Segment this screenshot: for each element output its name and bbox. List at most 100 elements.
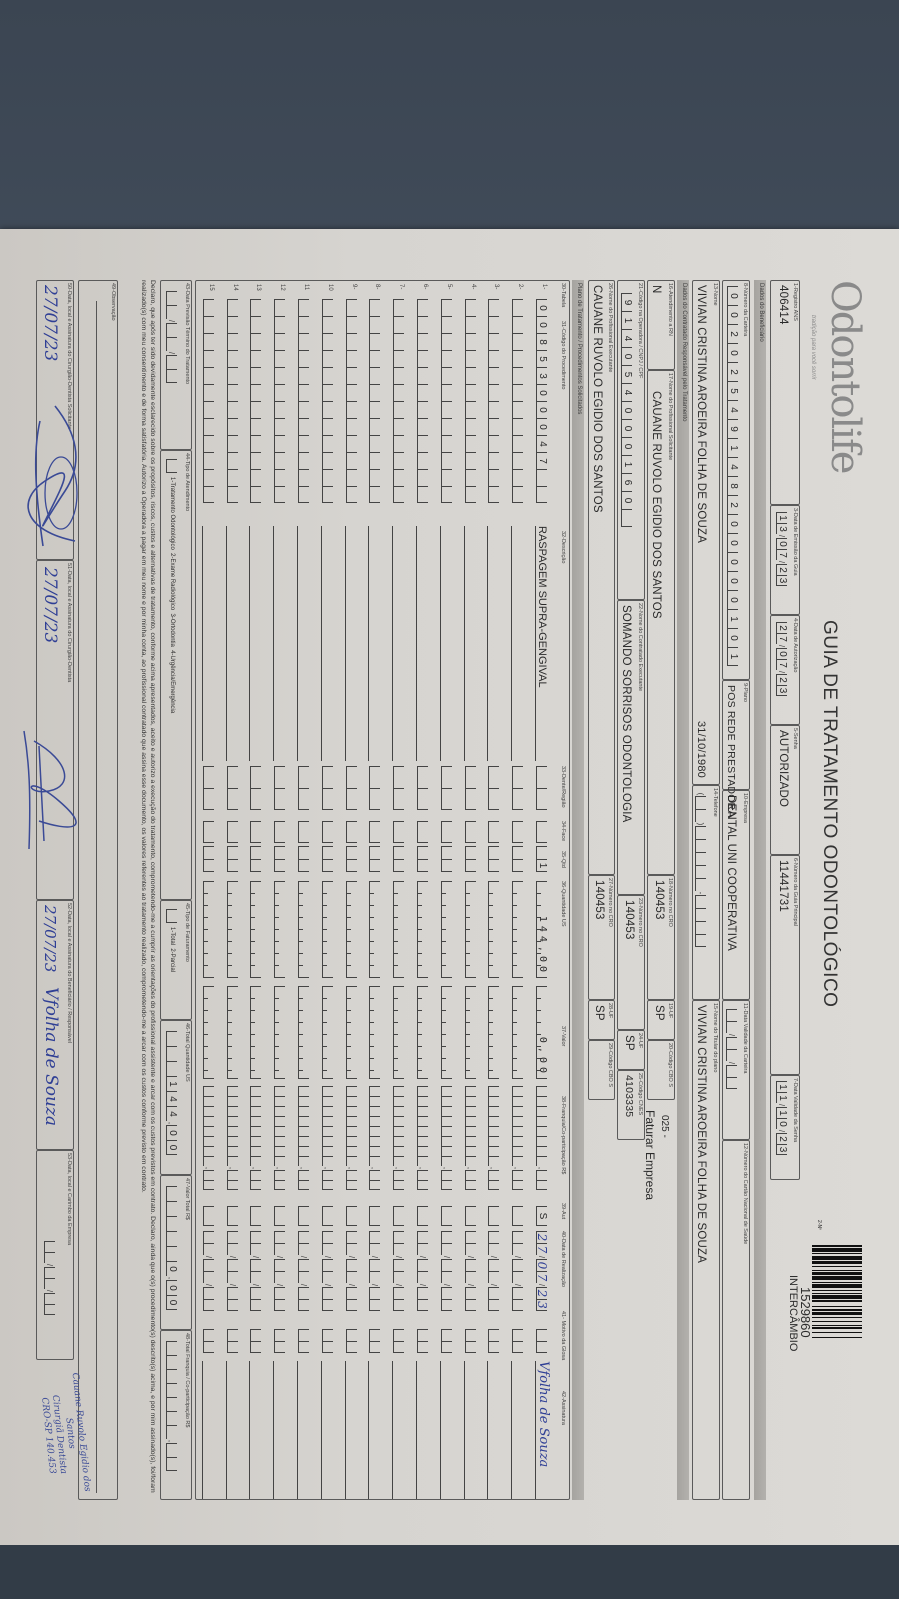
- copay-cells[interactable]: ,: [298, 1086, 309, 1190]
- face-cells[interactable]: [393, 821, 405, 843]
- quantity-cells[interactable]: [369, 846, 381, 872]
- us-quantity-field[interactable]: [393, 881, 405, 978]
- value-field[interactable]: [345, 986, 357, 1079]
- procedure-code-cells[interactable]: [226, 299, 238, 503]
- signature-beneficiario[interactable]: 52-Data, local e Assinatura do Beneficiá…: [36, 900, 74, 1150]
- tooth-region-cells[interactable]: [512, 766, 524, 810]
- row-signature[interactable]: Vfolha de Souza: [535, 1361, 551, 1499]
- authorization-cells[interactable]: [321, 1206, 333, 1226]
- us-quantity-field[interactable]: [250, 881, 262, 978]
- row-signature[interactable]: [249, 1361, 266, 1499]
- procedure-description[interactable]: [416, 526, 428, 761]
- realization-date-cells[interactable]: / /: [298, 1231, 309, 1311]
- procedure-description[interactable]: RASPAGEM SUPRA-GENGIVAL: [535, 526, 548, 761]
- tooth-region-cells[interactable]: [488, 766, 500, 810]
- procedure-code-cells[interactable]: [321, 299, 333, 503]
- us-quantity-field[interactable]: [202, 881, 214, 978]
- field-cro-contratado[interactable]: 23-Número no CRO 140453: [617, 895, 645, 1030]
- procedure-code-cells[interactable]: [274, 299, 286, 503]
- copay-cells[interactable]: ,: [202, 1086, 214, 1190]
- procedure-description[interactable]: [463, 526, 476, 761]
- tooth-region-cells[interactable]: [250, 766, 262, 810]
- field-plano[interactable]: 9-Plano POS REDE PRESTADORA: [722, 680, 750, 818]
- row-signature[interactable]: [463, 1361, 480, 1499]
- quantity-cells[interactable]: [321, 846, 333, 872]
- field-total-franquia[interactable]: 48-Total Franquia / Co-participação R$ ,: [160, 1330, 192, 1500]
- row-signature[interactable]: [416, 1361, 432, 1499]
- field-uf-contratado[interactable]: 24-UF SP: [617, 1030, 645, 1070]
- quantity-cells[interactable]: [202, 846, 214, 872]
- copay-cells[interactable]: ,: [512, 1086, 524, 1190]
- procedure-description[interactable]: [511, 526, 524, 761]
- row-signature[interactable]: [487, 1361, 504, 1499]
- field-uf-solicitante[interactable]: 19-UF SP: [647, 1000, 675, 1040]
- glosa-cells[interactable]: [488, 1329, 500, 1353]
- value-field[interactable]: [202, 986, 214, 1079]
- field-data-autorizacao[interactable]: 4-Data de Autorização 2 7/0 7/2 3: [770, 615, 800, 725]
- procedure-code-cells[interactable]: [345, 299, 357, 503]
- procedure-description[interactable]: [273, 526, 286, 761]
- field-empresa[interactable]: 10-Empresa DENTAL UNI COOPERATIVA: [722, 790, 750, 1000]
- field-cnes[interactable]: 25-Código CNES 4103335: [617, 1070, 645, 1140]
- tooth-region-cells[interactable]: [321, 766, 333, 810]
- value-field[interactable]: [298, 986, 309, 1079]
- field-tipo-faturamento[interactable]: 45-Tipo de Faturamento 1-Total 2-Parcial: [160, 900, 192, 1020]
- value-field[interactable]: [321, 986, 333, 1079]
- realization-date-cells[interactable]: / /: [464, 1231, 476, 1311]
- copay-cells[interactable]: ,: [274, 1086, 286, 1190]
- face-cells[interactable]: [536, 821, 547, 843]
- field-atendimento-rn[interactable]: 16-Atendimento a RN N: [647, 280, 675, 370]
- procedure-code-cells[interactable]: [393, 299, 405, 503]
- copay-cells[interactable]: ,: [464, 1086, 476, 1190]
- copay-cells[interactable]: ,: [226, 1086, 238, 1190]
- face-cells[interactable]: [226, 821, 238, 843]
- us-quantity-field[interactable]: 144,00: [536, 881, 548, 978]
- row-signature[interactable]: [225, 1361, 242, 1499]
- us-quantity-field[interactable]: [440, 881, 452, 978]
- glosa-cells[interactable]: [440, 1329, 452, 1353]
- glosa-cells[interactable]: [321, 1329, 333, 1353]
- row-signature[interactable]: [273, 1361, 290, 1499]
- row-signature[interactable]: [368, 1361, 385, 1499]
- realization-date-cells[interactable]: / /: [488, 1231, 500, 1311]
- realization-date-cells[interactable]: / /: [321, 1231, 333, 1311]
- face-cells[interactable]: [440, 821, 452, 843]
- glosa-cells[interactable]: [417, 1329, 428, 1353]
- glosa-cells[interactable]: [393, 1329, 405, 1353]
- glosa-cells[interactable]: [250, 1329, 262, 1353]
- quantity-cells[interactable]: 1: [536, 846, 548, 872]
- value-field[interactable]: [417, 986, 428, 1079]
- us-quantity-field[interactable]: [274, 881, 286, 978]
- tooth-region-cells[interactable]: [202, 766, 214, 810]
- signature-dentista[interactable]: 51-Data, local e Assinatura do Cirurgião…: [23, 560, 77, 900]
- quantity-cells[interactable]: [393, 846, 405, 872]
- row-signature[interactable]: [320, 1361, 337, 1499]
- tooth-region-cells[interactable]: [464, 766, 476, 810]
- realization-date-cells[interactable]: / /: [226, 1231, 238, 1311]
- value-field[interactable]: [369, 986, 381, 1079]
- face-cells[interactable]: [250, 821, 262, 843]
- tipo-faturamento-cell[interactable]: [166, 909, 177, 923]
- us-quantity-field[interactable]: [417, 881, 428, 978]
- tooth-region-cells[interactable]: [298, 766, 309, 810]
- copay-cells[interactable]: ,: [440, 1086, 452, 1190]
- field-titular[interactable]: 15-Nome do Titular do plano VIVIAN CRIST…: [692, 1000, 720, 1500]
- row-signature[interactable]: [439, 1361, 456, 1499]
- field-validade-senha[interactable]: 7-Data Validade da Senha 1 1/1 0/2 3: [770, 1075, 800, 1180]
- field-profissional-solicitante[interactable]: 17-Nome do Profissional Solicitante CAUA…: [647, 370, 675, 875]
- authorization-cells[interactable]: [393, 1206, 405, 1226]
- value-field[interactable]: [250, 986, 262, 1079]
- realization-date-cells[interactable]: / /: [417, 1231, 428, 1311]
- row-signature[interactable]: [201, 1361, 218, 1499]
- tooth-region-cells[interactable]: [274, 766, 286, 810]
- procedure-description[interactable]: [297, 526, 309, 761]
- procedure-description[interactable]: [201, 526, 214, 761]
- authorization-cells[interactable]: S: [536, 1206, 548, 1226]
- authorization-cells[interactable]: [488, 1206, 500, 1226]
- realization-date-cells[interactable]: / /: [512, 1231, 524, 1311]
- procedure-code-cells[interactable]: [440, 299, 452, 503]
- glosa-cells[interactable]: [536, 1329, 547, 1353]
- face-cells[interactable]: [464, 821, 476, 843]
